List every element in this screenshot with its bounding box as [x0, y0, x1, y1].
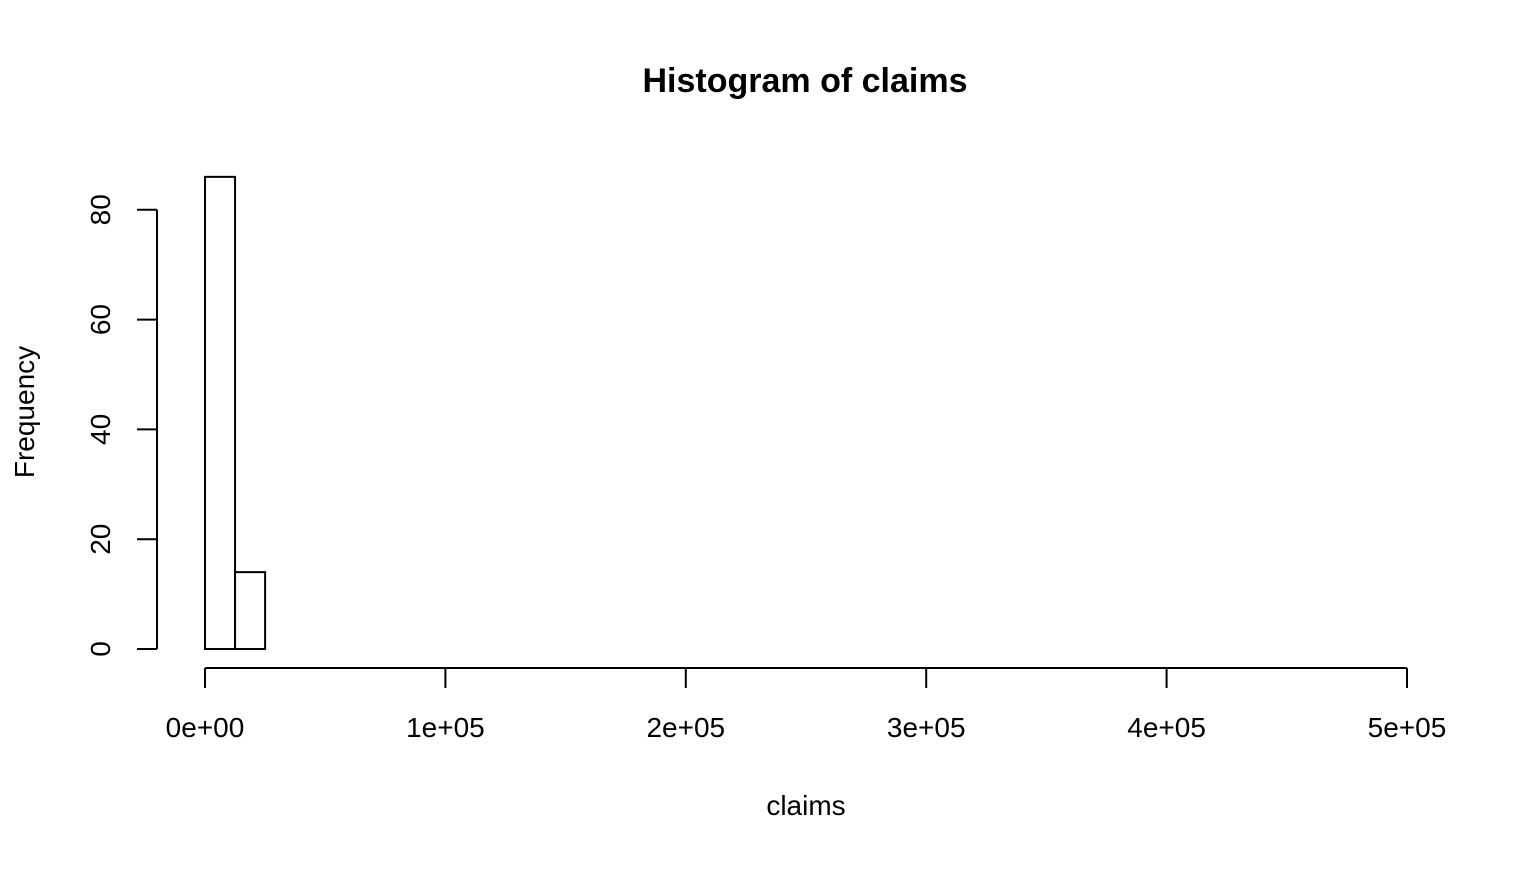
- x-tick-label: 5e+05: [1368, 712, 1447, 743]
- bars-group: [204, 175, 267, 651]
- y-axis-label: Frequency: [9, 346, 40, 478]
- y-tick-label: 20: [85, 524, 116, 555]
- y-tick-label: 80: [85, 194, 116, 225]
- x-axis: 0e+00 1e+05 2e+05 3e+05 4e+05 5e+05: [166, 667, 1447, 743]
- x-axis-label: claims: [766, 790, 845, 821]
- histogram-bar: [204, 175, 237, 651]
- y-tick-label: 60: [85, 304, 116, 335]
- x-tick-label: 1e+05: [406, 712, 485, 743]
- x-tick-label: 0e+00: [166, 712, 245, 743]
- y-tick-label: 40: [85, 414, 116, 445]
- y-axis: 0 20 40 60 80: [85, 194, 158, 657]
- x-tick-label: 3e+05: [887, 712, 966, 743]
- x-tick-label: 2e+05: [646, 712, 725, 743]
- histogram-bar: [234, 571, 267, 651]
- x-tick-label: 4e+05: [1127, 712, 1206, 743]
- chart-title: Histogram of claims: [643, 62, 968, 100]
- y-tick-label: 0: [85, 641, 116, 657]
